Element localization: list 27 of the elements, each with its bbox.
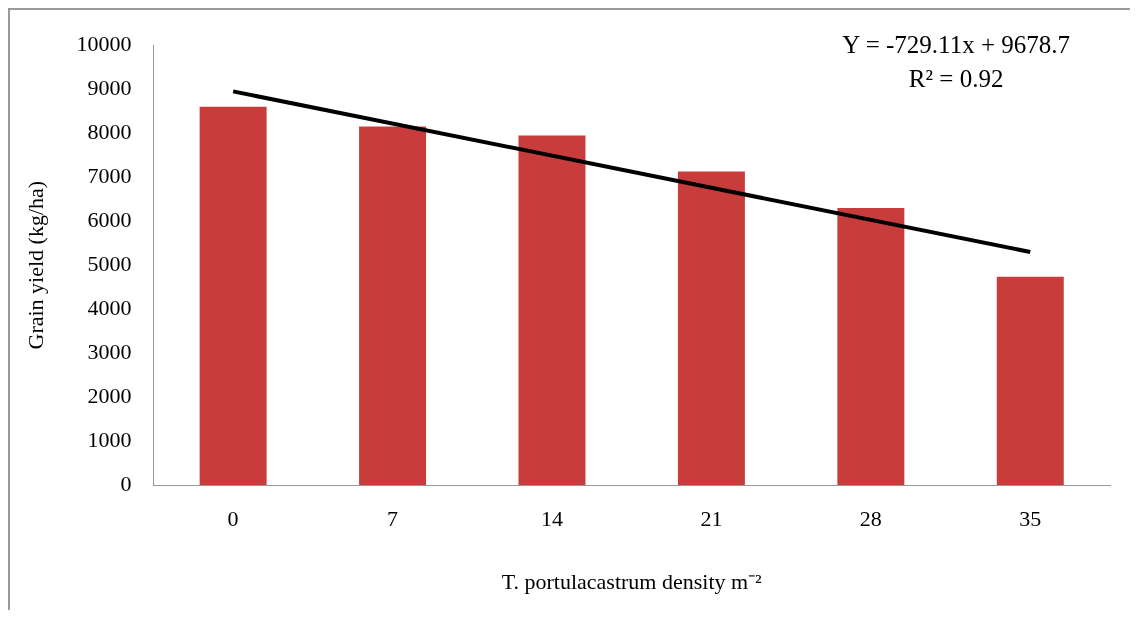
y-tick-label: 3000 (87, 338, 132, 364)
x-tick-label: 0 (227, 506, 239, 532)
bar (837, 208, 905, 486)
bar (996, 276, 1064, 486)
y-tick-label: 5000 (87, 250, 132, 276)
y-tick-label: 0 (120, 470, 132, 496)
x-tick-label: 28 (859, 506, 882, 532)
y-tick-label: 4000 (87, 294, 132, 320)
y-tick-label: 1000 (87, 426, 132, 452)
x-axis-title: T. portulacastrum density m⁻² (501, 568, 763, 594)
y-tick-label: 7000 (87, 162, 132, 188)
annotation: Y = -729.11x + 9678.7 (842, 30, 1070, 60)
bar (677, 171, 745, 486)
bar (518, 135, 586, 486)
x-tick-label: 35 (1019, 506, 1042, 532)
x-tick-label: 14 (540, 506, 563, 532)
x-tick-label: 7 (387, 506, 399, 532)
y-tick-label: 9000 (87, 74, 132, 100)
bar (359, 126, 427, 486)
y-tick-label: 6000 (87, 206, 132, 232)
y-tick-label: 8000 (87, 118, 132, 144)
annotation: R² = 0.92 (907, 64, 1005, 94)
y-axis-title: Grain yield (kg/ha) (22, 180, 48, 350)
y-tick-label: 10000 (76, 30, 132, 56)
y-tick-label: 2000 (87, 382, 132, 408)
x-tick-label: 21 (700, 506, 723, 532)
bar (199, 106, 267, 486)
